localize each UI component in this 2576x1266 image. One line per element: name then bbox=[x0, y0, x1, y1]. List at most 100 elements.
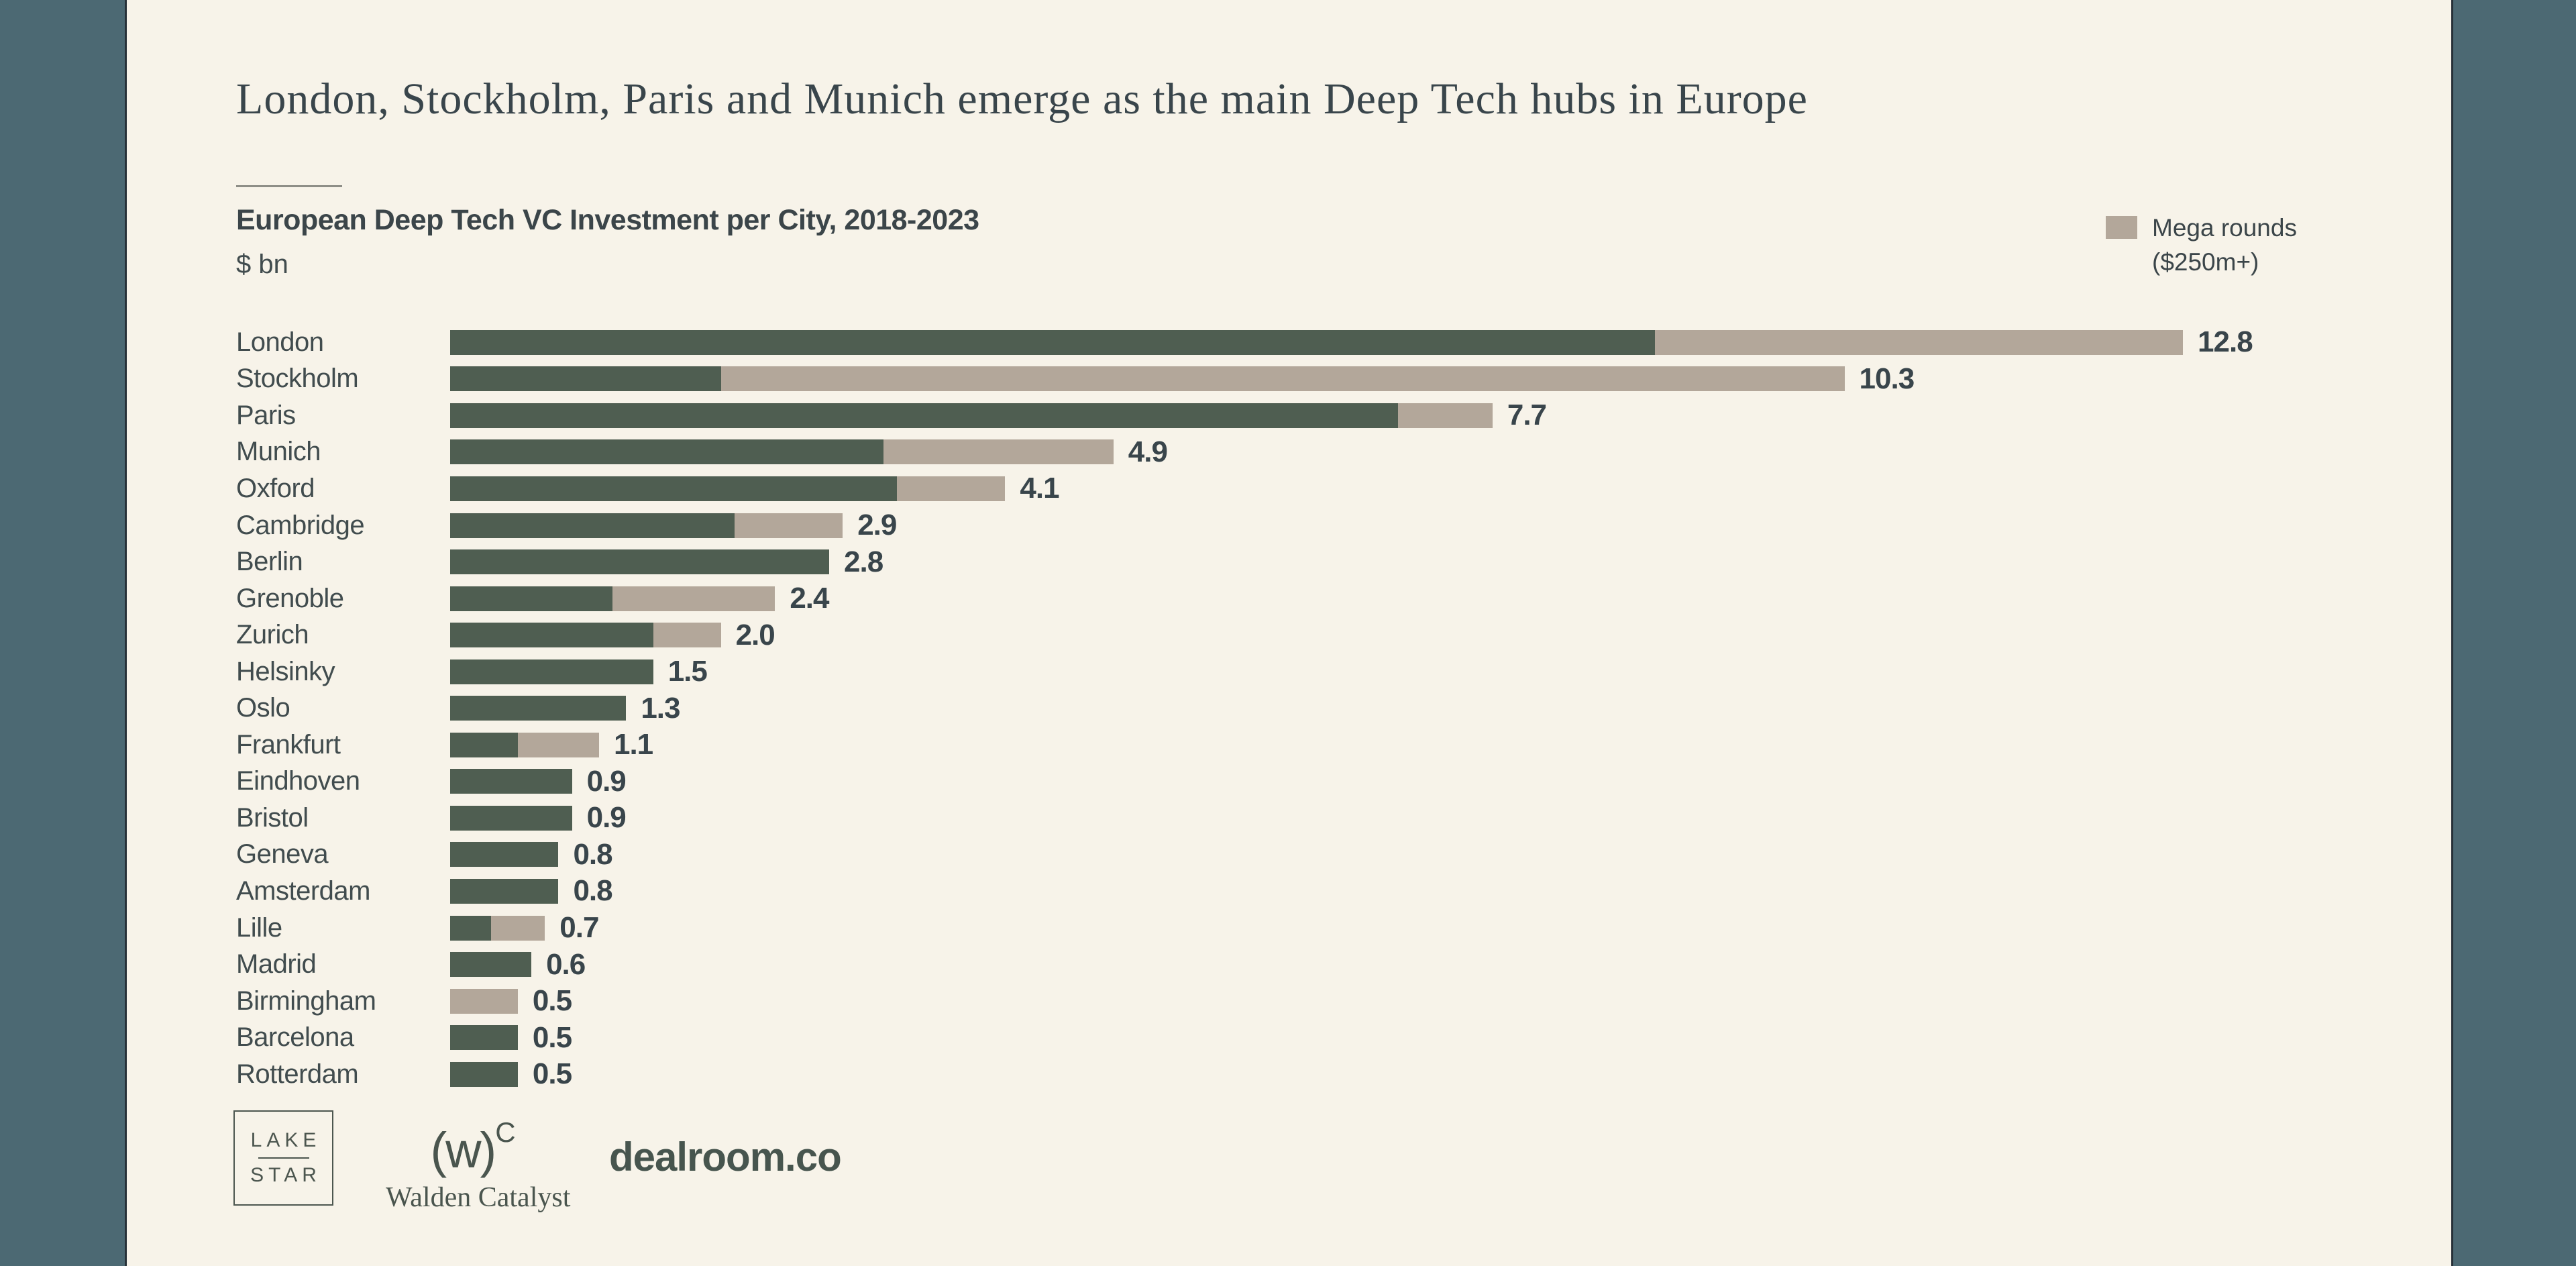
bar-track bbox=[450, 805, 572, 831]
bar-segment-mega-rounds bbox=[1655, 329, 2184, 355]
bar-value-label: 0.9 bbox=[586, 764, 627, 798]
bar-track bbox=[450, 915, 545, 941]
bar-value-label: 0.5 bbox=[532, 1020, 572, 1054]
bar-row: Paris 7.7 bbox=[236, 397, 2253, 434]
bar-value-label: 0.8 bbox=[573, 874, 612, 908]
bar-segment-main bbox=[450, 586, 613, 611]
bar-city-label: Madrid bbox=[236, 949, 317, 980]
bar-segment-mega-rounds bbox=[883, 439, 1114, 465]
bar-track bbox=[450, 439, 1114, 465]
bar-row: Madrid 0.6 bbox=[236, 946, 2253, 983]
bar-city-label: Helsinky bbox=[236, 656, 335, 686]
bar-track bbox=[450, 329, 2184, 355]
bar-city-label: Geneva bbox=[236, 839, 329, 869]
bar-segment-main bbox=[450, 952, 532, 978]
bar-city-label: Paris bbox=[236, 400, 296, 430]
bar-segment-main bbox=[450, 476, 897, 501]
bar-value-label: 2.9 bbox=[857, 509, 897, 541]
bar-value-label: 4.1 bbox=[1020, 472, 1059, 505]
bar-track bbox=[450, 476, 1006, 501]
bar-row: Birmingham 0.5 bbox=[236, 983, 2253, 1020]
walden-catalyst-logo-text: Walden Catalyst bbox=[386, 1182, 571, 1213]
bar-value-label: 0.6 bbox=[546, 947, 586, 981]
page-title: London, Stockholm, Paris and Munich emer… bbox=[236, 74, 1808, 123]
bar-value-label: 0.5 bbox=[532, 1057, 572, 1091]
bar-segment-main bbox=[450, 1025, 518, 1051]
bar-segment-main bbox=[450, 623, 653, 648]
bar-segment-main bbox=[450, 549, 830, 575]
bar-row: Lille 0.7 bbox=[236, 910, 2253, 947]
bar-segment-main bbox=[450, 769, 572, 794]
bar-city-label: Cambridge bbox=[236, 510, 365, 540]
bar-row: Helsinky 1.5 bbox=[236, 653, 2253, 690]
bar-segment-main bbox=[450, 659, 653, 684]
bar-segment-main bbox=[450, 513, 735, 538]
bar-track bbox=[450, 988, 518, 1014]
bar-track bbox=[450, 586, 775, 611]
bar-city-label: London bbox=[236, 327, 324, 357]
bar-track bbox=[450, 769, 572, 794]
bar-value-label: 7.7 bbox=[1507, 399, 1547, 432]
bar-row: Eindhoven 0.9 bbox=[236, 763, 2253, 800]
bar-segment-main bbox=[450, 329, 1656, 355]
lakestar-logo-rule bbox=[258, 1157, 309, 1159]
dealroom-logo: dealroom.co bbox=[609, 1135, 842, 1179]
bar-track bbox=[450, 1025, 518, 1051]
walden-catalyst-mark-icon: (w)C bbox=[430, 1116, 516, 1178]
bar-segment-main bbox=[450, 1061, 518, 1087]
bar-row: Berlin 2.8 bbox=[236, 543, 2253, 580]
bar-segment-mega-rounds bbox=[490, 915, 545, 941]
title-divider-line bbox=[236, 185, 342, 187]
bar-segment-mega-rounds bbox=[734, 513, 843, 538]
bar-city-label: Amsterdam bbox=[236, 876, 371, 906]
bar-city-label: Zurich bbox=[236, 620, 309, 650]
bar-value-label: 1.3 bbox=[641, 691, 680, 725]
bar-value-label: 2.4 bbox=[790, 582, 829, 615]
bar-segment-main bbox=[450, 439, 883, 465]
right-side-rail bbox=[2451, 0, 2576, 1266]
bar-row: Oslo 1.3 bbox=[236, 690, 2253, 727]
bar-value-label: 1.1 bbox=[613, 728, 653, 761]
bar-city-label: Birmingham bbox=[236, 986, 376, 1016]
bar-city-label: Munich bbox=[236, 437, 321, 467]
bar-city-label: Rotterdam bbox=[236, 1059, 359, 1089]
bar-row: Stockholm 10.3 bbox=[236, 361, 2253, 398]
bar-value-label: 2.8 bbox=[844, 545, 883, 578]
legend-label: Mega rounds ($250m+) bbox=[2152, 211, 2297, 279]
bar-city-label: Lille bbox=[236, 912, 282, 943]
lakestar-logo-line1: LAKE bbox=[250, 1129, 321, 1151]
bar-chart: London 12.8 Stockholm 10.3 Paris 7.7 Munich 4.9… bbox=[236, 324, 2253, 1092]
bar-value-label: 2.0 bbox=[735, 618, 775, 651]
bar-city-label: Barcelona bbox=[236, 1022, 354, 1053]
bar-segment-mega-rounds bbox=[1397, 403, 1493, 428]
bar-value-label: 1.5 bbox=[667, 655, 708, 688]
bar-value-label: 0.8 bbox=[573, 837, 612, 871]
bar-segment-main bbox=[450, 696, 627, 721]
bar-segment-mega-rounds bbox=[896, 476, 1006, 501]
bar-row: Cambridge 2.9 bbox=[236, 507, 2253, 544]
bar-track bbox=[450, 952, 532, 978]
bar-track bbox=[450, 696, 627, 721]
bar-row: Munich 4.9 bbox=[236, 434, 2253, 471]
bar-city-label: Stockholm bbox=[236, 364, 359, 394]
bar-row: London 12.8 bbox=[236, 324, 2253, 361]
bar-row: Barcelona 0.5 bbox=[236, 1019, 2253, 1056]
bar-row: Bristol 0.9 bbox=[236, 800, 2253, 837]
bar-segment-main bbox=[450, 915, 491, 941]
bar-city-label: Grenoble bbox=[236, 583, 344, 613]
bar-value-label: 0.7 bbox=[559, 911, 599, 945]
legend-label-line2: ($250m+) bbox=[2152, 248, 2259, 276]
lakestar-logo: LAKE STAR bbox=[233, 1110, 333, 1206]
bar-segment-main bbox=[450, 805, 572, 831]
bar-track bbox=[450, 549, 830, 575]
bar-segment-main bbox=[450, 366, 721, 392]
bar-row: Grenoble 2.4 bbox=[236, 580, 2253, 617]
bar-row: Oxford 4.1 bbox=[236, 470, 2253, 507]
bar-segment-mega-rounds bbox=[612, 586, 775, 611]
bar-segment-main bbox=[450, 842, 559, 867]
bar-track bbox=[450, 1061, 518, 1087]
bar-value-label: 4.9 bbox=[1128, 435, 1168, 468]
bar-value-label: 0.9 bbox=[586, 801, 627, 835]
bar-track bbox=[450, 366, 1845, 392]
bar-row: Geneva 0.8 bbox=[236, 837, 2253, 874]
